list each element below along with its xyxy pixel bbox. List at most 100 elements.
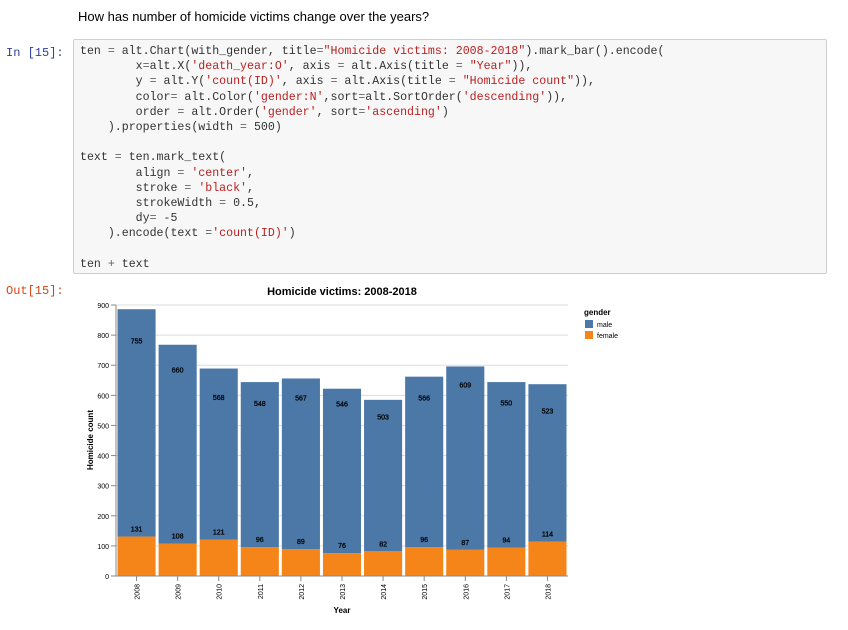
code-token: order	[80, 105, 178, 119]
legend-label-female: female	[597, 333, 618, 340]
y-tick-label: 200	[97, 514, 109, 521]
data-label-female: 89	[297, 539, 305, 546]
code-token: =	[448, 75, 456, 89]
code-token: 500)	[247, 121, 282, 135]
code-token: strokeWidth	[80, 197, 220, 211]
code-string: 'gender'	[260, 105, 317, 119]
data-label-male: 523	[542, 409, 554, 416]
code-line: align = 'center',	[80, 167, 254, 180]
code-token: x	[80, 60, 143, 74]
code-token: 0.5,	[226, 197, 261, 211]
code-token: =	[184, 181, 192, 195]
code-string: 'ascending'	[365, 105, 442, 119]
x-tick-label: 2016	[463, 584, 470, 600]
code-string: 'gender:N'	[253, 90, 324, 104]
y-tick-label: 100	[97, 544, 109, 551]
code-editor[interactable]: ten = alt.Chart(with_gender, title="Homi…	[80, 44, 664, 272]
code-line: y = alt.Y('count(ID)', axis = alt.Axis(t…	[80, 75, 595, 88]
code-token: alt.X(	[149, 60, 192, 74]
x-tick-label: 2017	[504, 584, 511, 600]
data-label-female: 94	[502, 538, 510, 545]
bar-female	[199, 539, 238, 576]
code-token: ten	[80, 257, 108, 271]
x-tick-label: 2012	[299, 584, 306, 600]
code-token: =	[149, 212, 157, 226]
data-label-male: 567	[295, 395, 307, 402]
bar-male	[364, 399, 403, 552]
bar-male	[199, 368, 238, 540]
code-token: =	[337, 60, 345, 74]
code-token: =	[455, 60, 463, 74]
bar-female	[364, 551, 403, 576]
bar-female	[446, 549, 485, 576]
x-tick-label: 2008	[135, 584, 142, 600]
bar-male	[405, 376, 444, 548]
code-cell[interactable]: ten = alt.Chart(with_gender, title="Homi…	[73, 39, 827, 274]
code-token: ,sort	[323, 90, 359, 104]
x-tick-label: 2014	[381, 584, 388, 600]
code-token: =	[240, 121, 247, 135]
data-label-male: 566	[418, 396, 430, 403]
legend-title: gender	[584, 308, 611, 317]
code-string: 'count(ID)'	[205, 75, 282, 89]
code-string: "Homicide count"	[462, 75, 575, 89]
code-line: strokeWidth = 0.5,	[80, 197, 261, 210]
y-tick-label: 400	[97, 454, 109, 461]
data-label-female: 96	[420, 537, 428, 544]
y-tick-label: 600	[97, 393, 109, 400]
code-token: , axis	[288, 60, 338, 74]
x-tick-label: 2018	[545, 584, 552, 600]
code-token: alt.Y(	[156, 75, 206, 89]
y-tick-label: 700	[97, 363, 109, 370]
output-prompt: Out[15]:	[6, 284, 64, 298]
code-token: =	[358, 90, 366, 104]
code-string: 'center'	[191, 166, 248, 180]
code-token: +	[107, 257, 115, 271]
data-label-female: 121	[213, 530, 225, 537]
code-token: =	[142, 60, 150, 74]
code-token: align	[80, 166, 178, 180]
data-label-male: 568	[213, 395, 225, 402]
code-token: =	[114, 151, 122, 165]
code-string: "Homicide victims: 2008-2018"	[323, 45, 526, 58]
code-token: =	[205, 227, 213, 241]
data-label-male: 755	[131, 339, 143, 346]
data-label-male: 503	[377, 415, 389, 422]
data-label-male: 548	[254, 401, 266, 408]
code-line: color= alt.Color('gender:N',sort=alt.Sor…	[80, 91, 567, 104]
bar-male	[281, 378, 320, 550]
code-line: ).encode(text ='count(ID)')	[80, 227, 296, 240]
code-token: ,	[247, 181, 254, 195]
y-tick-label: 300	[97, 484, 109, 491]
bar-female	[158, 543, 197, 576]
bar-female	[117, 536, 156, 576]
code-line: dy= -5	[80, 212, 178, 226]
bar-male	[158, 344, 197, 544]
bar-male	[446, 366, 485, 550]
data-label-male: 609	[459, 383, 471, 390]
code-token: , sort	[316, 105, 359, 119]
x-axis-title: Year	[334, 606, 351, 615]
input-prompt: In [15]:	[6, 46, 64, 60]
y-axis-title: Homicide count	[86, 410, 95, 470]
y-tick-label: 0	[105, 574, 109, 581]
bar-male	[117, 309, 156, 537]
code-token: =	[330, 75, 338, 89]
data-label-male: 660	[172, 367, 184, 374]
code-token: =	[170, 90, 178, 104]
data-label-female: 82	[379, 541, 387, 548]
code-token: color	[80, 90, 171, 104]
data-label-female: 108	[172, 533, 184, 540]
question-text: How has number of homicide victims chang…	[78, 9, 430, 24]
code-token: ,	[247, 166, 254, 180]
chart-title: Homicide victims: 2008-2018	[267, 286, 417, 298]
data-label-female: 114	[542, 532, 553, 539]
code-token: text	[114, 257, 150, 271]
code-token: ).mark_bar().encode(	[525, 45, 665, 58]
code-line: text = ten.mark_text(	[80, 151, 226, 164]
code-line: ten = alt.Chart(with_gender, title="Homi…	[80, 45, 664, 58]
code-token: )	[288, 227, 296, 241]
code-token: )),	[511, 60, 533, 74]
code-string: 'count(ID)'	[212, 227, 289, 241]
code-token: alt.Color(	[177, 90, 254, 104]
